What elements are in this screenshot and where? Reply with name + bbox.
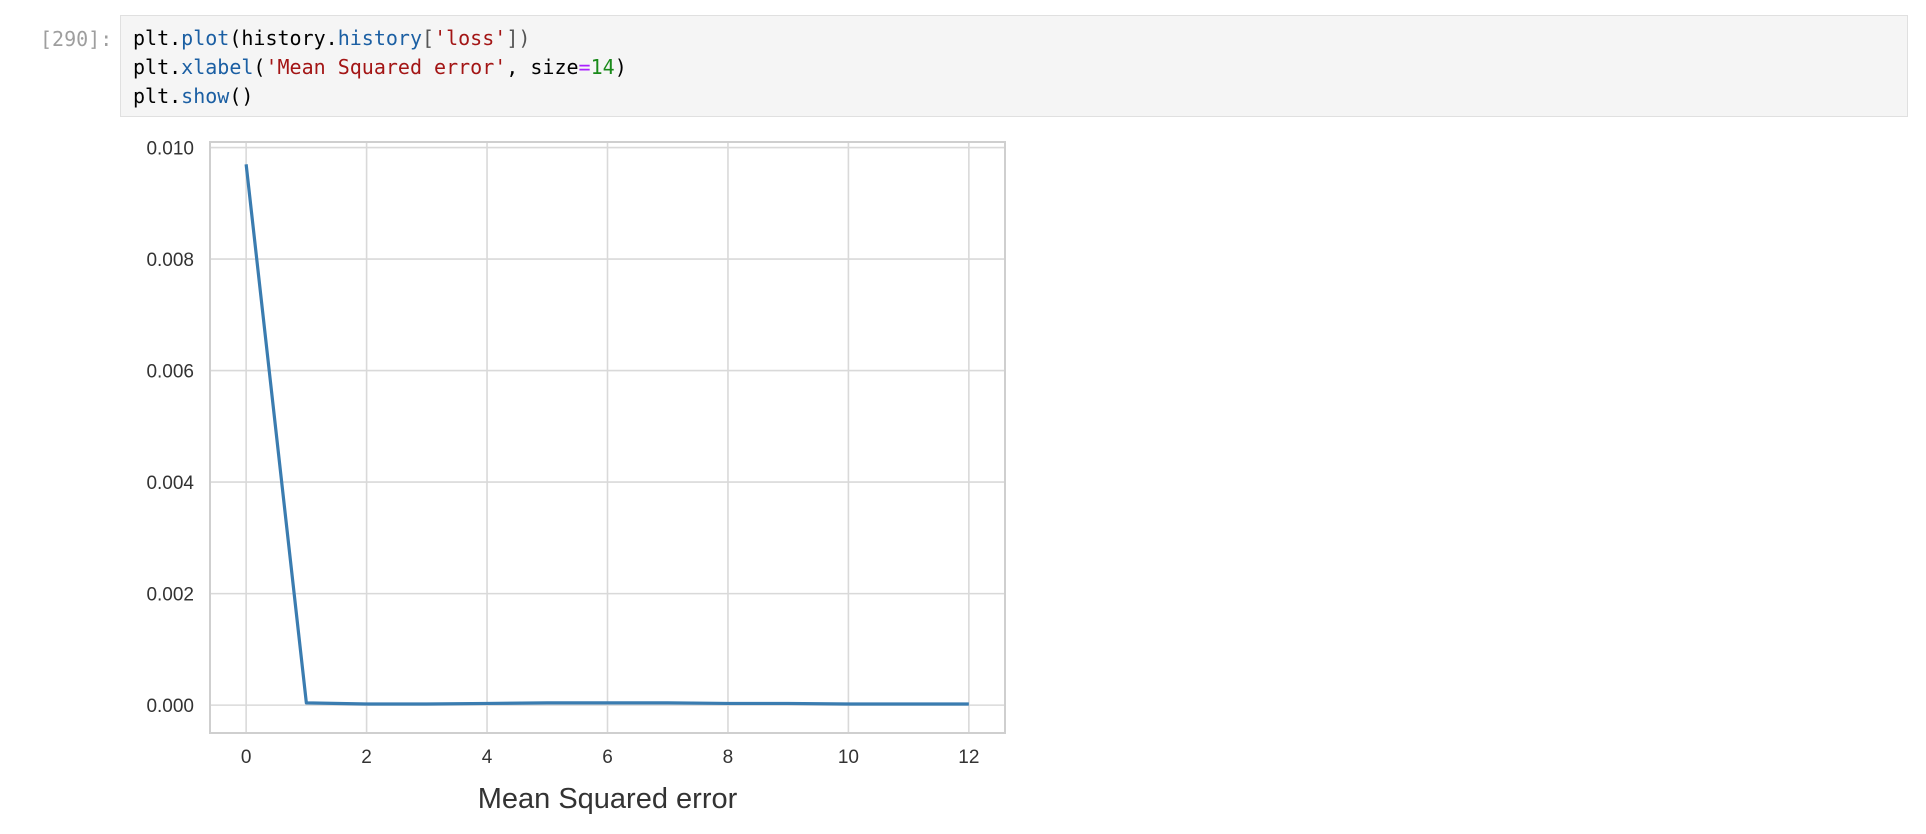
y-tick-label: 0.002 bbox=[146, 585, 194, 606]
x-axis-label: Mean Squared error bbox=[478, 783, 738, 815]
x-tick-label: 10 bbox=[838, 747, 859, 768]
y-tick-label: 0.010 bbox=[146, 139, 194, 160]
y-tick-label: 0.006 bbox=[146, 362, 194, 383]
x-tick-label: 4 bbox=[482, 747, 493, 768]
x-tick-label: 8 bbox=[723, 747, 734, 768]
code-editor[interactable]: plt.plot(history.history['loss']) plt.xl… bbox=[120, 15, 1908, 117]
series-line bbox=[244, 164, 969, 706]
y-tick-label: 0.008 bbox=[146, 250, 194, 271]
code-line: plt.plot(history.history['loss']) bbox=[133, 26, 531, 50]
grid bbox=[210, 142, 1005, 733]
x-tick-label: 0 bbox=[241, 747, 252, 768]
code-line: plt.xlabel('Mean Squared error', size=14… bbox=[133, 55, 627, 79]
x-tick-label: 12 bbox=[958, 747, 979, 768]
y-tick-label: 0.000 bbox=[146, 696, 194, 717]
x-tick-label: 6 bbox=[602, 747, 613, 768]
plot-frame bbox=[209, 141, 1006, 734]
tick-labels: 0 2 4 6 8 10 12 0.000 0.002 0.004 0.006 0.008 0.010 bbox=[146, 139, 979, 768]
series-layer bbox=[244, 164, 969, 706]
code-line: plt.show() bbox=[133, 84, 254, 108]
cell-output: 0 2 4 6 8 10 12 0.000 0.002 0.004 0.006 0.008 0.010 … bbox=[120, 130, 1120, 820]
loss-chart: 0 2 4 6 8 10 120.0000.0020.0040.0060.0080.010 … bbox=[146, 139, 1006, 815]
y-tick-label: 0.004 bbox=[146, 473, 194, 494]
x-tick-label: 2 bbox=[361, 747, 372, 768]
cell-prompt: [290]: bbox=[40, 27, 113, 51]
